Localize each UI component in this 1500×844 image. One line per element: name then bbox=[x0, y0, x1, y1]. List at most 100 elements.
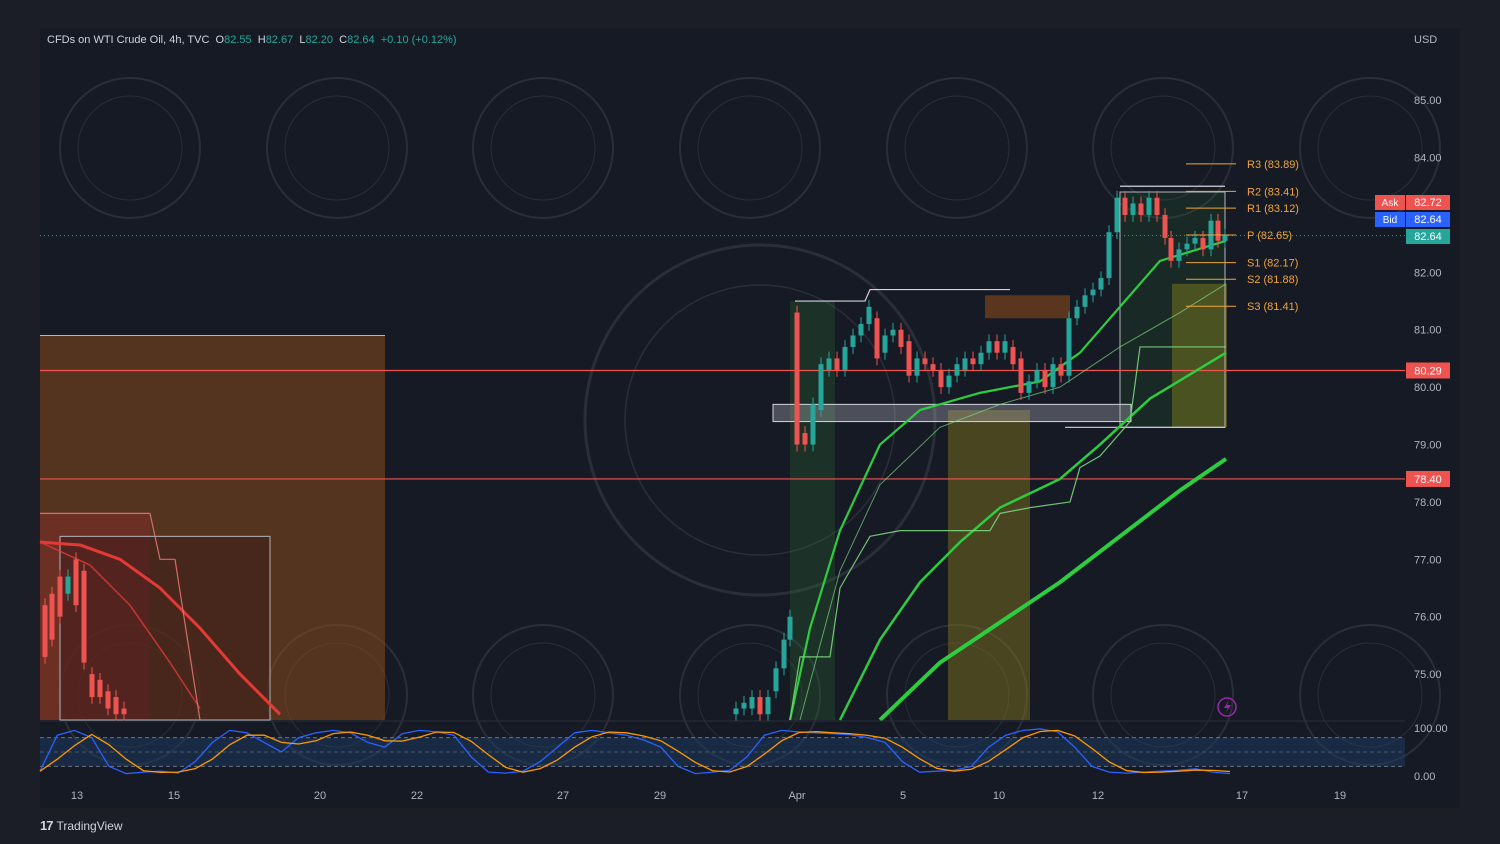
candle-body bbox=[749, 697, 755, 709]
pivot-label-1: R2 (83.41) bbox=[1247, 186, 1299, 198]
candle-body bbox=[781, 639, 787, 669]
x-tick-2: 20 bbox=[314, 790, 326, 802]
candle-body bbox=[105, 691, 111, 709]
x-tick-0: 13 bbox=[71, 790, 83, 802]
candle-body bbox=[842, 346, 848, 370]
x-tick-10: 17 bbox=[1236, 790, 1248, 802]
candle-body bbox=[1222, 235, 1228, 241]
candle-body bbox=[733, 708, 739, 715]
y-tick-0: 85.00 bbox=[1414, 95, 1442, 107]
watermark-seal bbox=[472, 77, 614, 219]
watermark-seal-ring bbox=[1317, 95, 1423, 201]
pivot-label-0: R3 (83.89) bbox=[1247, 159, 1299, 171]
bid-label: Bid bbox=[1383, 215, 1397, 226]
candle-body bbox=[1154, 197, 1160, 215]
candle-body bbox=[866, 306, 872, 324]
lightning-icon-bolt bbox=[1224, 700, 1231, 714]
candle-body bbox=[978, 352, 984, 365]
candle-body bbox=[1066, 318, 1072, 376]
candle-body bbox=[914, 358, 920, 376]
pivot-label-3: P (82.65) bbox=[1247, 230, 1292, 242]
watermark-seal-large bbox=[583, 243, 937, 597]
watermark-seal-ring bbox=[490, 642, 596, 748]
watermark-seal-ring bbox=[490, 95, 596, 201]
candle-body bbox=[113, 697, 119, 715]
osc-tick-0: 100.00 bbox=[1414, 723, 1448, 735]
bid-price-tag bbox=[1406, 212, 1450, 227]
ask-tag bbox=[1375, 195, 1405, 210]
candle-body bbox=[1130, 203, 1136, 215]
change-value: +0.10 (+0.12%) bbox=[380, 34, 457, 46]
candle-body bbox=[850, 335, 856, 347]
candle-body bbox=[794, 312, 800, 445]
stepline-green bbox=[789, 346, 1226, 721]
ma-slow-red bbox=[39, 540, 282, 716]
candle-body bbox=[1002, 341, 1008, 353]
candle-body bbox=[89, 674, 95, 698]
candle-body bbox=[65, 576, 71, 594]
candle-body bbox=[757, 697, 763, 715]
candle-body bbox=[874, 318, 880, 359]
watermark-seal-large-ring bbox=[624, 284, 896, 556]
brand-label: TradingView bbox=[56, 818, 123, 833]
candle-body bbox=[1184, 243, 1190, 250]
candle-body bbox=[741, 702, 747, 709]
pivot-label-5: S2 (81.88) bbox=[1247, 274, 1298, 286]
y-tick-7: 77.00 bbox=[1414, 554, 1442, 566]
candle-body bbox=[97, 679, 103, 698]
ma-fast-green bbox=[788, 239, 1227, 721]
symbol-name: CFDs on WTI Crude Oil, 4h, TVC bbox=[47, 34, 210, 46]
level-label-1: 78.40 bbox=[1414, 474, 1442, 486]
candle-body bbox=[1034, 369, 1040, 382]
pivot-label-4: S1 (82.17) bbox=[1247, 258, 1298, 270]
candle-body bbox=[810, 404, 816, 445]
stoch-d-line bbox=[39, 729, 1231, 774]
tradingview-icon: 17 bbox=[40, 818, 54, 833]
lightning-icon bbox=[1217, 697, 1237, 717]
candle-body bbox=[1098, 278, 1104, 290]
x-tick-4: 27 bbox=[557, 790, 569, 802]
ask-price: 82.72 bbox=[1414, 197, 1442, 209]
candle-body bbox=[1192, 237, 1198, 244]
candle-body bbox=[970, 358, 976, 365]
candle-body bbox=[986, 341, 992, 353]
level-tag-1 bbox=[1406, 470, 1450, 487]
last-price: 82.64 bbox=[1414, 231, 1442, 243]
y-tick-5: 79.00 bbox=[1414, 440, 1442, 452]
watermark-seal bbox=[886, 77, 1028, 219]
currency-label: USD bbox=[1414, 34, 1438, 46]
watermark-seal-ring bbox=[697, 95, 803, 201]
supply-zone-mid bbox=[985, 295, 1070, 319]
last-price-tag bbox=[1406, 229, 1450, 244]
candle-body bbox=[1042, 369, 1048, 388]
candle-body bbox=[1138, 203, 1144, 215]
candle-body bbox=[1050, 364, 1056, 388]
y-tick-1: 84.00 bbox=[1414, 153, 1442, 165]
high-value: 82.67 bbox=[265, 34, 294, 46]
demand-band bbox=[772, 403, 1132, 423]
watermark-seal bbox=[1299, 77, 1441, 219]
x-tick-11: 19 bbox=[1334, 790, 1346, 802]
x-tick-6: Apr bbox=[788, 790, 805, 802]
bid-tag bbox=[1375, 212, 1405, 227]
candle-body bbox=[1090, 289, 1096, 296]
candle-body bbox=[1010, 346, 1016, 365]
candle-body bbox=[765, 697, 771, 715]
candle-body bbox=[121, 708, 127, 715]
green-box-right bbox=[1119, 191, 1226, 428]
candle-body bbox=[922, 358, 928, 365]
candle-body bbox=[1146, 197, 1152, 215]
pivot-label-6: S3 (81.41) bbox=[1247, 301, 1298, 313]
ma-mid-green bbox=[838, 351, 1227, 721]
watermark-seal-ring bbox=[1317, 642, 1423, 748]
candle-body bbox=[882, 335, 888, 353]
watermark-seal bbox=[679, 77, 821, 219]
candle-body bbox=[773, 668, 779, 692]
pivot-label-2: R1 (83.12) bbox=[1247, 203, 1299, 215]
candle-body bbox=[1082, 295, 1088, 307]
candle-body bbox=[42, 605, 48, 657]
tradingview-logo[interactable]: 17 TradingView bbox=[40, 818, 123, 833]
watermark-seal bbox=[266, 77, 408, 219]
candle-body bbox=[1168, 237, 1174, 261]
